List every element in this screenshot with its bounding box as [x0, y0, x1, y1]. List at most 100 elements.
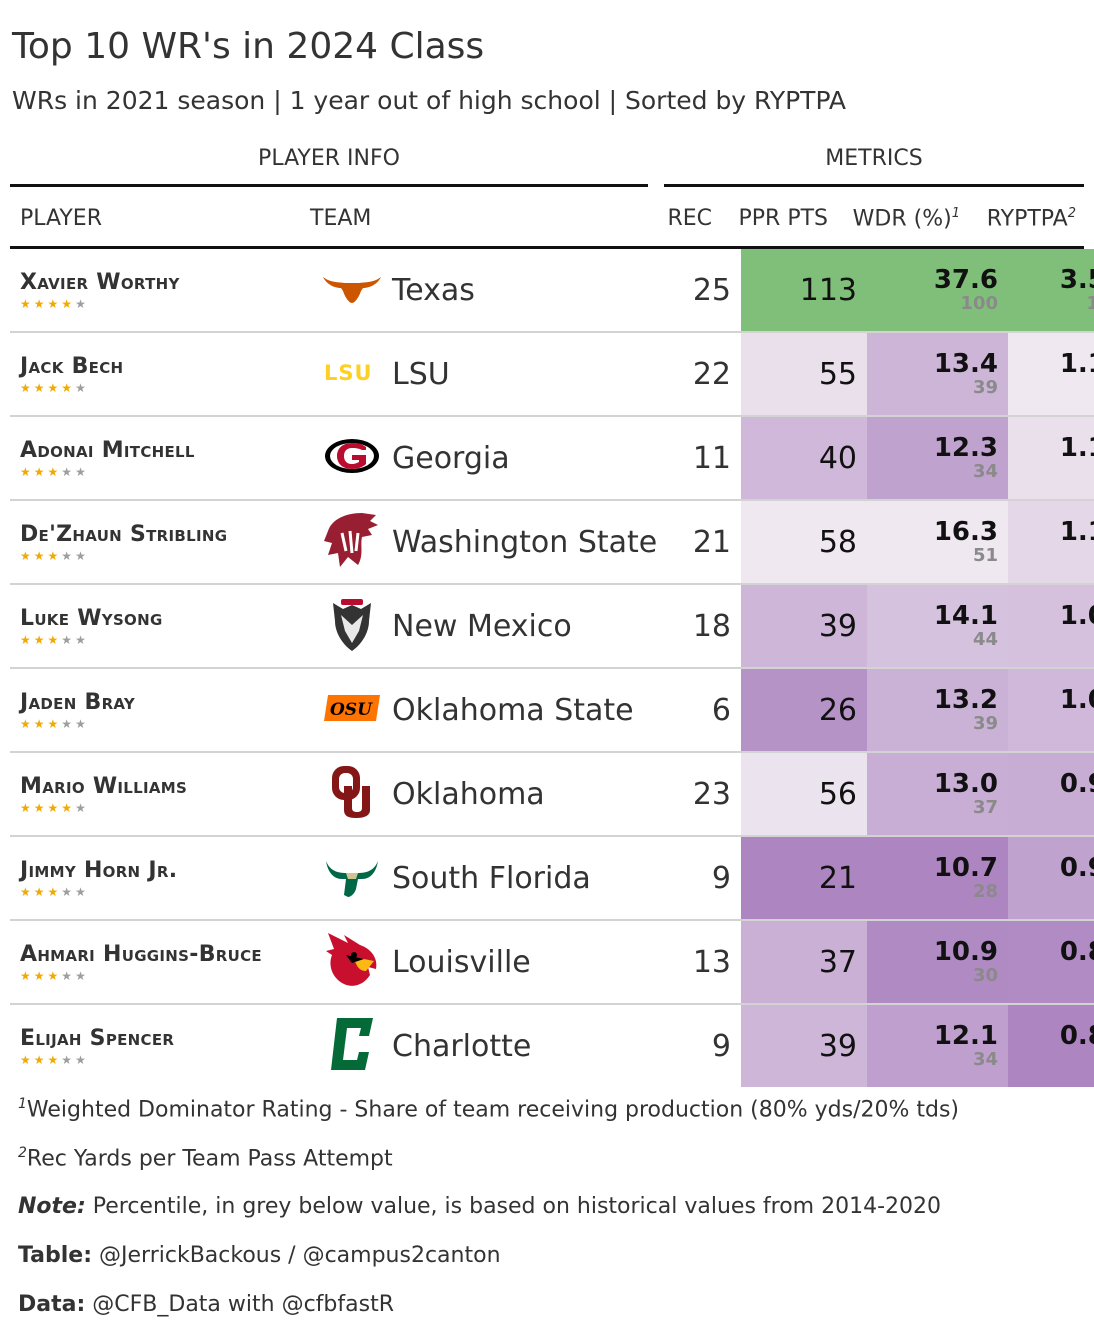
player-cell: Jimmy Horn Jr. ★★★★★: [10, 836, 312, 921]
team-name: Louisville: [392, 920, 660, 1005]
svg-text:OSU: OSU: [330, 700, 373, 720]
player-cell: Adonai Mitchell ★★★★★: [10, 416, 312, 501]
player-name: Luke Wysong: [20, 605, 163, 631]
rec-value: 11: [660, 416, 741, 501]
rec-value: 9: [660, 836, 741, 921]
star-rating: ★★★★★: [20, 801, 312, 815]
wdr-cell: 12.3 34: [867, 416, 1008, 501]
star-icon: ★: [33, 464, 48, 479]
lsu-logo-icon: LSU: [312, 332, 392, 417]
team-name: Oklahoma State: [392, 668, 660, 753]
player-name: De'Zhaun Stribling: [20, 521, 228, 547]
ryptpa-cell: 3.56100: [1008, 249, 1094, 333]
table-row: Jimmy Horn Jr. ★★★★★ South Florida 9 21 10.7 2…: [10, 836, 1094, 921]
wdr-cell: 13.4 39: [867, 332, 1008, 417]
wdr-percentile: 100: [960, 293, 998, 314]
table-row: Ahmari Huggins-Bruce ★★★★★ Louisville 13 37 1…: [10, 920, 1094, 1005]
star-icon: ★: [75, 380, 89, 395]
star-icon: ★: [33, 716, 48, 731]
ppr-value: 40: [741, 416, 867, 501]
ryptpa-cell: 1.1752: [1008, 332, 1094, 417]
star-icon: ★: [75, 800, 89, 815]
player-cell: De'Zhaun Stribling ★★★★★: [10, 500, 312, 585]
ppr-value: 113: [741, 249, 867, 333]
wdr-percentile: 34: [972, 461, 998, 482]
charlotte-c-icon: [312, 1004, 392, 1087]
ryptpa-value: 0.84: [1059, 937, 1094, 967]
wdr-percentile: 28: [972, 881, 998, 902]
georgia-g-icon: [312, 416, 392, 501]
wdr-cell: 37.6 100: [867, 249, 1008, 333]
wdr-cell: 13.0 37: [867, 752, 1008, 837]
col-header-ryptpa: RYPTPA2: [986, 206, 1076, 232]
rec-value: 23: [660, 752, 741, 837]
rec-value: 13: [660, 920, 741, 1005]
wdr-percentile: 39: [972, 713, 998, 734]
star-icon: ★: [61, 800, 76, 815]
rec-value: 25: [660, 249, 741, 333]
player-cell: Ahmari Huggins-Bruce ★★★★★: [10, 920, 312, 1005]
wdr-percentile: 51: [972, 545, 998, 566]
ryptpa-value: 3.56: [1059, 265, 1094, 295]
ppr-value: 21: [741, 836, 867, 921]
player-cell: Luke Wysong ★★★★★: [10, 584, 312, 669]
table-row: Xavier Worthy★★★★★Texas2511337.61003.561…: [10, 249, 1094, 333]
star-rating: ★★★★★: [20, 465, 312, 479]
star-icon: ★: [75, 1052, 89, 1067]
ou-logo-icon: [312, 752, 392, 837]
wdr-cell: 12.1 34: [867, 1004, 1008, 1087]
team-name: LSU: [392, 332, 660, 417]
star-icon: ★: [47, 968, 62, 983]
table-credit: Table: @JerrickBackous / @campus2canton: [18, 1243, 501, 1268]
player-name: Mario Williams: [20, 773, 188, 799]
osu-logo-icon: OSU: [312, 668, 392, 753]
star-icon: ★: [47, 296, 62, 311]
star-icon: ★: [33, 632, 48, 647]
rec-value: 22: [660, 332, 741, 417]
star-icon: ★: [61, 884, 76, 899]
ppr-value: 39: [741, 584, 867, 669]
player-name: Adonai Mitchell: [20, 437, 195, 463]
ryptpa-value: 1.11: [1059, 517, 1094, 547]
team-name: Charlotte: [392, 1028, 532, 1064]
texas-longhorn-icon: [312, 249, 392, 333]
wdr-percentile: 30: [972, 965, 998, 986]
star-icon: ★: [33, 1052, 48, 1067]
star-rating: ★★★★★: [20, 885, 312, 899]
star-icon: ★: [61, 548, 76, 563]
ryptpa-value: 0.96: [1059, 769, 1094, 799]
player-name: Jack Bech: [20, 353, 124, 379]
wdr-value: 13.0: [933, 769, 998, 799]
wdr-value: 12.3: [933, 433, 998, 463]
player-cell: Elijah Spencer ★★★★★: [10, 1004, 312, 1087]
ppr-value: 58: [741, 500, 867, 585]
star-icon: ★: [47, 716, 62, 731]
wdr-cell: 10.9 30: [867, 920, 1008, 1005]
rec-value: 21: [660, 500, 741, 585]
footnote-2: 2Rec Yards per Team Pass Attempt: [18, 1145, 393, 1172]
ryptpa-cell: 1.1147: [1008, 500, 1094, 585]
star-rating: ★★★★★: [20, 1053, 312, 1067]
ryptpa-value: 0.92: [1059, 853, 1094, 883]
rec-value: 9: [711, 1028, 731, 1064]
star-icon: ★: [75, 548, 89, 563]
data-table: Xavier Worthy★★★★★Texas2511337.61003.561…: [10, 249, 1094, 1087]
star-icon: ★: [47, 464, 62, 479]
star-icon: ★: [47, 632, 62, 647]
star-icon: ★: [75, 632, 89, 647]
ryptpa-percentile: 39: [1008, 798, 1094, 818]
star-icon: ★: [20, 296, 34, 311]
wdr-value: 10.9: [933, 937, 998, 967]
player-cell: Jack Bech ★★★★★: [10, 332, 312, 417]
star-icon: ★: [61, 968, 76, 983]
star-icon: ★: [33, 380, 48, 395]
wdr-cell: 16.3 51: [867, 500, 1008, 585]
ryptpa-cell: 0.8232: [1008, 1004, 1094, 1087]
louisville-cardinal-icon: [312, 920, 392, 1005]
star-icon: ★: [33, 800, 48, 815]
star-icon: ★: [47, 884, 62, 899]
star-icon: ★: [20, 968, 34, 983]
spanner-player-info: PLAYER INFO: [258, 146, 400, 171]
svg-text:LSU: LSU: [324, 361, 373, 383]
